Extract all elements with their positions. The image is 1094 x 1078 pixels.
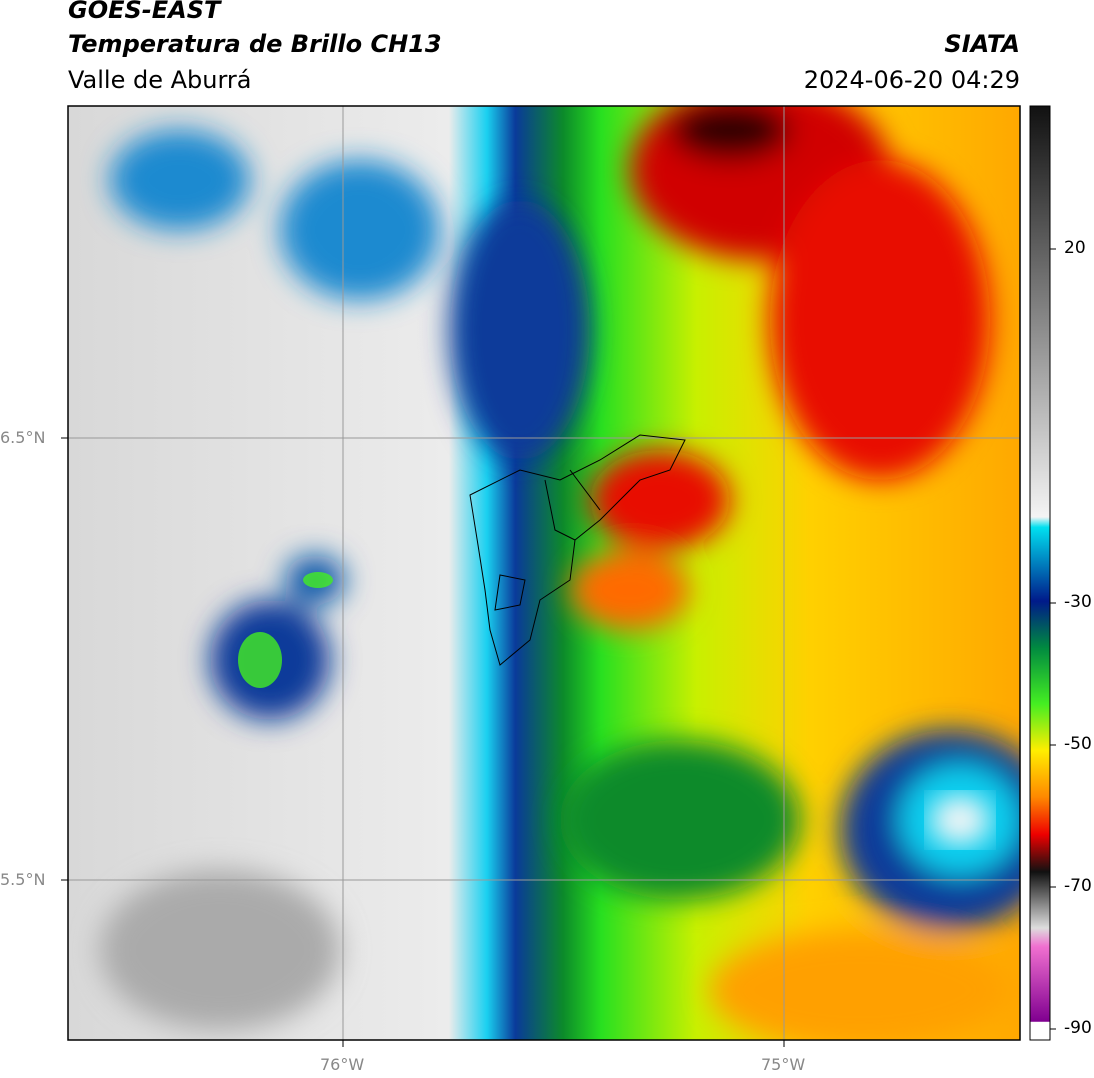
colorbar-tick: -70 <box>1064 876 1092 896</box>
satellite-image <box>68 106 1020 1040</box>
subtitle: Temperatura de Brillo CH13 <box>68 30 442 58</box>
title: GOES-EAST <box>68 0 221 24</box>
region: Valle de Aburrá <box>68 66 252 94</box>
timestamp: 2024-06-20 04:29 <box>803 66 1020 94</box>
lon-label: 76°W <box>320 1055 365 1074</box>
colorbar-tick: -90 <box>1064 1018 1092 1038</box>
lat-label: 5.5°N <box>0 870 46 889</box>
colorbar-tick: -30 <box>1064 592 1092 612</box>
agency: SIATA <box>944 30 1020 58</box>
colorbar-tick: -50 <box>1064 734 1092 754</box>
lon-label: 75°W <box>761 1055 806 1074</box>
colorbar <box>1029 105 1051 1041</box>
lat-label: 6.5°N <box>0 428 46 447</box>
colorbar-tick: 20 <box>1064 238 1086 258</box>
